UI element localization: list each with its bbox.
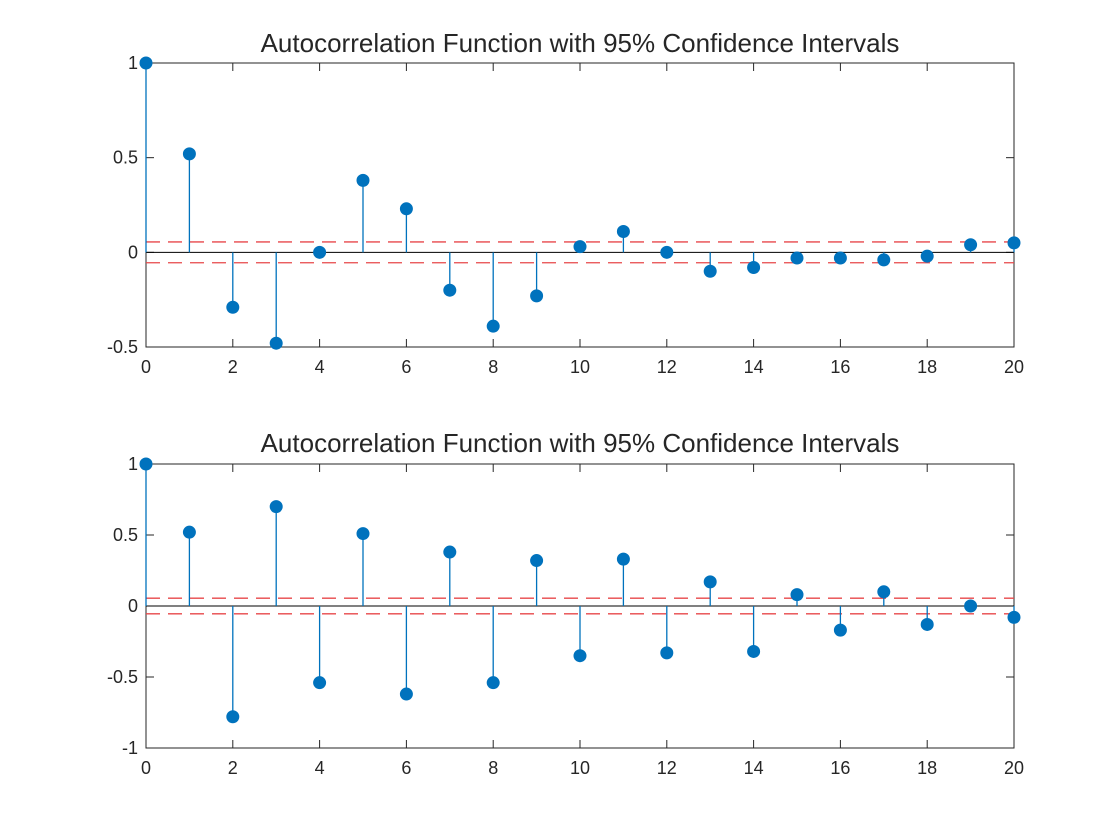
y-tick-label: 0.5 — [113, 148, 138, 168]
stem-marker — [1007, 610, 1021, 624]
x-tick-label: 10 — [570, 357, 590, 377]
stem-marker — [703, 575, 717, 589]
x-tick-label: 6 — [401, 357, 411, 377]
x-tick-label: 20 — [1004, 758, 1024, 778]
stem-marker — [790, 251, 804, 265]
stem-marker — [573, 240, 587, 254]
stem-marker — [1007, 236, 1021, 250]
x-tick-label: 18 — [917, 758, 937, 778]
stem-marker — [313, 245, 327, 259]
acf-panel-1: Autocorrelation Function with 95% Confid… — [107, 28, 1024, 377]
stem-marker — [877, 253, 891, 267]
stem-marker — [790, 588, 804, 602]
stem-marker — [356, 173, 370, 187]
x-tick-label: 0 — [141, 758, 151, 778]
x-tick-label: 16 — [830, 758, 850, 778]
stem-marker — [877, 585, 891, 599]
stem-marker — [920, 617, 934, 631]
stem-marker — [920, 249, 934, 263]
stem-marker — [182, 147, 196, 161]
stem-marker — [660, 245, 674, 259]
y-tick-label: 1 — [128, 53, 138, 73]
stem-marker — [660, 646, 674, 660]
stem-marker — [573, 649, 587, 663]
stem-marker — [486, 676, 500, 690]
y-tick-label: -0.5 — [107, 337, 138, 357]
stem-marker — [269, 500, 283, 514]
stem-marker — [226, 300, 240, 314]
x-tick-label: 8 — [488, 357, 498, 377]
x-tick-label: 14 — [744, 758, 764, 778]
x-tick-label: 6 — [401, 758, 411, 778]
stem-marker — [269, 336, 283, 350]
chart-title: Autocorrelation Function with 95% Confid… — [261, 28, 900, 58]
x-tick-label: 20 — [1004, 357, 1024, 377]
stem-marker — [747, 260, 761, 274]
x-tick-label: 16 — [830, 357, 850, 377]
stem-marker — [703, 264, 717, 278]
x-tick-label: 8 — [488, 758, 498, 778]
stem-marker — [356, 527, 370, 541]
y-tick-label: 0 — [128, 242, 138, 262]
stem-marker — [443, 545, 457, 559]
acf-panel-2: Autocorrelation Function with 95% Confid… — [107, 428, 1024, 778]
x-tick-label: 4 — [315, 758, 325, 778]
stem-marker — [399, 687, 413, 701]
y-tick-label: 0.5 — [113, 525, 138, 545]
stem-marker — [833, 623, 847, 637]
stem-marker — [530, 554, 544, 568]
x-tick-label: 4 — [315, 357, 325, 377]
stem-marker — [747, 644, 761, 658]
chart-title: Autocorrelation Function with 95% Confid… — [261, 428, 900, 458]
stem-marker — [443, 283, 457, 297]
x-tick-label: 2 — [228, 357, 238, 377]
y-tick-label: 1 — [128, 454, 138, 474]
y-tick-label: -0.5 — [107, 667, 138, 687]
stem-marker — [226, 710, 240, 724]
x-tick-label: 12 — [657, 758, 677, 778]
stem-marker — [616, 225, 630, 239]
x-tick-label: 2 — [228, 758, 238, 778]
stem-marker — [486, 319, 500, 333]
stem-marker — [139, 457, 153, 471]
stem-marker — [313, 676, 327, 690]
x-tick-label: 14 — [744, 357, 764, 377]
x-tick-label: 18 — [917, 357, 937, 377]
stem-marker — [964, 599, 978, 613]
x-tick-label: 12 — [657, 357, 677, 377]
stem-marker — [530, 289, 544, 303]
x-tick-label: 0 — [141, 357, 151, 377]
stem-marker — [139, 56, 153, 70]
stem-marker — [616, 552, 630, 566]
x-tick-label: 10 — [570, 758, 590, 778]
y-tick-label: -1 — [122, 738, 138, 758]
stem-marker — [182, 525, 196, 539]
stem-marker — [833, 251, 847, 265]
y-tick-label: 0 — [128, 596, 138, 616]
stem-marker — [399, 202, 413, 216]
stem-marker — [964, 238, 978, 252]
